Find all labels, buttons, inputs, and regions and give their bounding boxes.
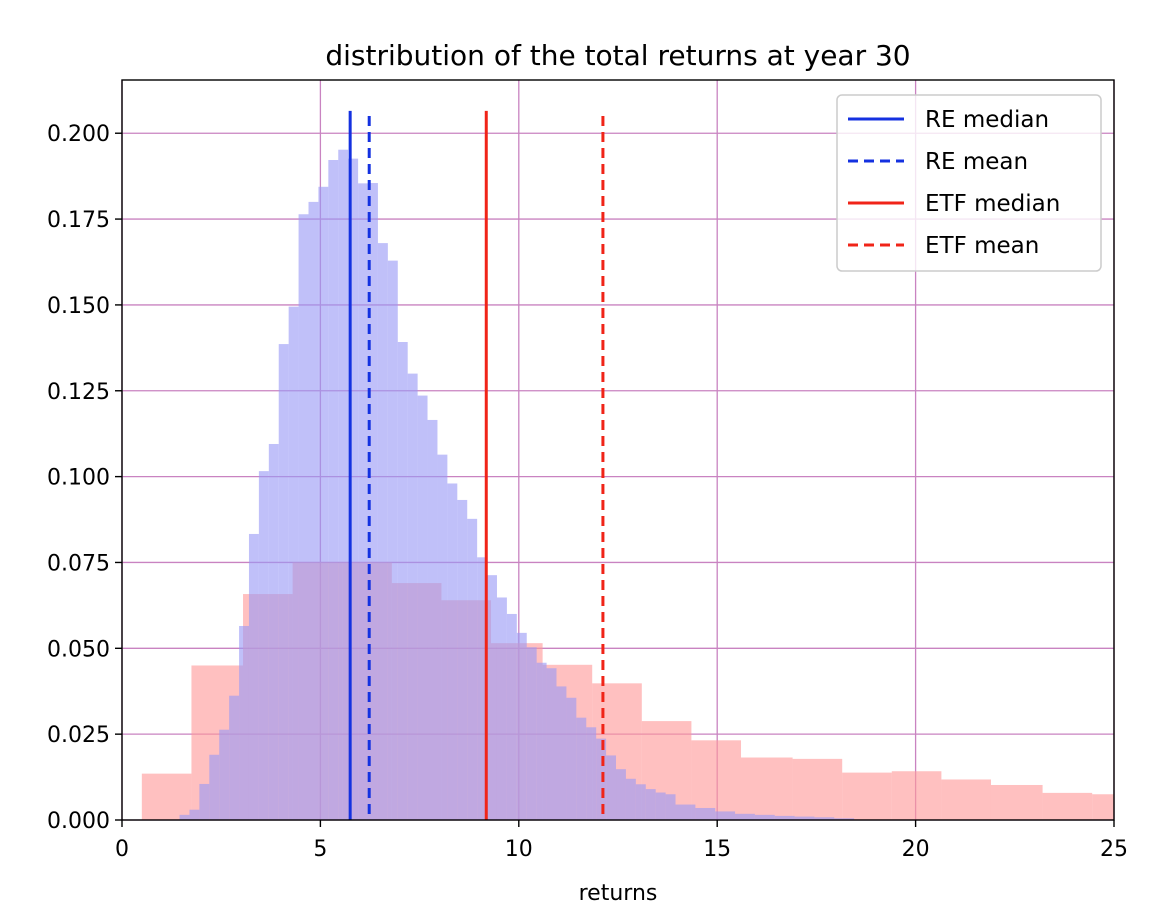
bar-re-39	[566, 697, 577, 820]
bar-etf-16	[941, 779, 991, 820]
x-tick-label: 5	[313, 837, 327, 862]
series-re-bars	[179, 149, 855, 821]
bar-re-54	[754, 814, 775, 820]
bar-re-1	[189, 809, 200, 820]
bar-etf-0	[141, 773, 192, 820]
y-tick-label: 0.025	[47, 723, 110, 748]
bar-re-37	[546, 668, 557, 820]
y-tick-label: 0.000	[47, 809, 110, 834]
bar-re-3	[209, 754, 220, 820]
legend: RE median RE mean ETF median ETF mean	[836, 94, 1102, 272]
bar-re-32	[496, 597, 507, 820]
bar-etf-13	[792, 758, 843, 820]
x-tick-label: 10	[505, 837, 533, 862]
y-tick-label: 0.050	[47, 637, 110, 662]
y-tick-label: 0.075	[47, 551, 110, 576]
bar-re-48	[655, 792, 666, 820]
bar-re-38	[556, 686, 567, 820]
bar-re-50	[675, 804, 696, 820]
bar-re-12	[298, 214, 309, 820]
bar-re-19	[368, 183, 378, 820]
bar-re-6	[239, 625, 249, 820]
bar-re-16	[338, 149, 349, 821]
legend-label: RE mean	[925, 149, 1028, 175]
x-tick-label: 0	[115, 837, 129, 862]
bar-re-23	[407, 373, 418, 820]
bar-re-14	[318, 186, 329, 820]
bar-re-21	[387, 260, 398, 820]
bar-re-0	[179, 814, 190, 820]
histogram-bars	[141, 149, 1114, 821]
bar-re-53	[735, 813, 755, 820]
bar-etf-11	[691, 740, 742, 820]
legend-label: ETF median	[925, 191, 1060, 217]
bar-re-42	[596, 738, 607, 820]
y-tick-label: 0.150	[47, 294, 110, 319]
bar-re-26	[437, 454, 448, 820]
bar-etf-18	[1042, 792, 1093, 820]
bar-re-55	[774, 815, 795, 820]
x-tick-label: 15	[703, 837, 731, 862]
bar-re-2	[199, 783, 210, 820]
y-tick-label: 0.200	[47, 122, 110, 147]
bar-re-24	[417, 395, 428, 820]
bar-re-25	[427, 419, 438, 820]
bar-re-9	[268, 443, 279, 820]
plot-frame	[121, 79, 1115, 821]
bar-re-40	[576, 717, 587, 820]
bar-etf-14	[842, 772, 892, 820]
bar-re-31	[487, 575, 497, 820]
bar-re-18	[358, 183, 369, 821]
bar-re-20	[377, 243, 388, 820]
bar-re-7	[248, 533, 259, 820]
bar-re-22	[397, 342, 408, 820]
bar-re-8	[258, 471, 269, 820]
bar-re-5	[229, 695, 240, 820]
x-tick-label: 25	[1100, 837, 1128, 862]
x-axis-label: returns	[579, 881, 658, 906]
bar-re-36	[536, 662, 547, 820]
bar-etf-17	[990, 784, 1043, 820]
bar-re-52	[715, 811, 736, 820]
bar-etf-12	[741, 757, 793, 820]
bar-etf-15	[891, 771, 942, 820]
bar-re-56	[794, 816, 815, 820]
bar-re-35	[526, 647, 537, 820]
bar-re-10	[278, 344, 289, 820]
legend-label: RE median	[925, 107, 1049, 133]
bar-re-11	[288, 306, 299, 820]
bar-re-49	[665, 794, 676, 820]
bar-re-30	[477, 557, 488, 820]
x-tick-label: 20	[902, 837, 930, 862]
y-tick-label: 0.175	[47, 208, 110, 233]
bar-re-33	[506, 613, 517, 820]
bar-re-28	[457, 499, 468, 820]
bar-re-15	[328, 160, 339, 820]
bar-re-34	[516, 632, 527, 820]
bar-re-41	[586, 727, 597, 820]
legend-label: ETF mean	[925, 233, 1039, 259]
bar-re-44	[616, 769, 626, 820]
bar-re-17	[348, 158, 359, 820]
bar-re-29	[467, 518, 478, 820]
bar-re-47	[645, 789, 656, 820]
bar-etf-19	[1092, 794, 1114, 820]
legend-box	[836, 94, 1102, 272]
y-tick-label: 0.125	[47, 380, 110, 405]
axis-ticks: 0 5 10 15 20 25 0.000 0.025 0.050 0.075 0.100 0.125…	[47, 122, 1128, 862]
chart-title: distribution of the total returns at yea…	[325, 39, 910, 72]
bar-re-27	[447, 483, 458, 820]
bar-re-43	[606, 755, 617, 820]
bar-re-45	[625, 778, 636, 820]
reference-lines	[348, 110, 605, 820]
bar-re-58	[834, 818, 855, 820]
bar-re-46	[635, 784, 646, 820]
y-tick-label: 0.100	[47, 466, 110, 491]
bar-re-13	[308, 201, 319, 820]
bar-re-57	[814, 817, 835, 820]
bar-re-51	[695, 807, 716, 820]
bar-re-4	[219, 729, 230, 820]
